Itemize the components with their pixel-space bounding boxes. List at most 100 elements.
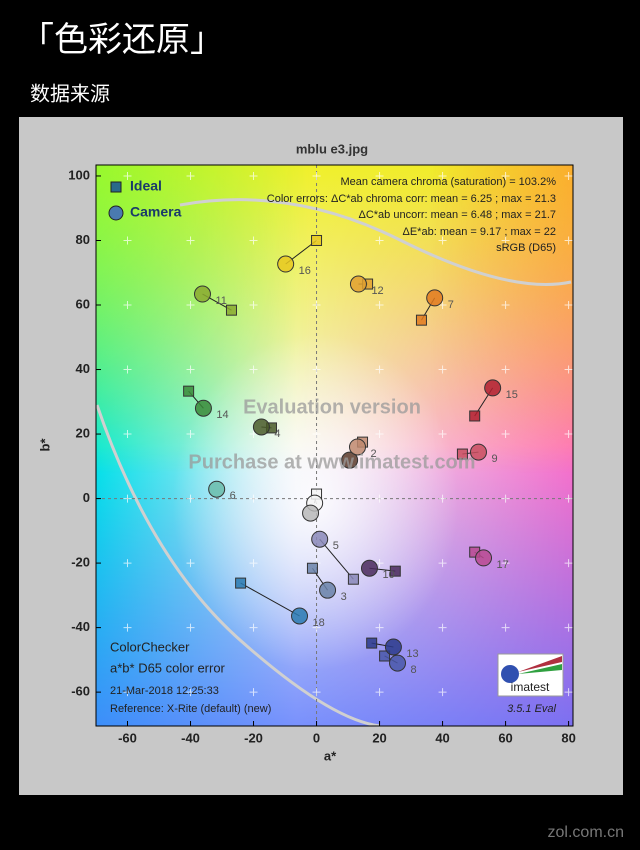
grid-cross [501, 171, 510, 180]
camera-point [349, 275, 367, 293]
ideal-point [469, 410, 481, 422]
grid-cross [438, 365, 447, 374]
error-line [319, 538, 354, 580]
grid-cross [123, 494, 132, 503]
point-label: 17 [497, 559, 509, 571]
camera-point [252, 418, 270, 436]
point-label: 6 [230, 490, 236, 502]
grid-cross [438, 236, 447, 245]
ideal-point [347, 573, 359, 585]
y-tick-label: 0 [83, 490, 90, 505]
plot-background [95, 165, 573, 728]
point-label: 16 [299, 265, 311, 277]
ideal-point [456, 448, 468, 460]
legend-marker [110, 181, 122, 193]
watermark: Purchase at www.imatest.com [188, 451, 475, 473]
camera-point [302, 504, 320, 522]
grid-cross [249, 365, 258, 374]
ideal-point [366, 637, 378, 649]
site-footer: zol.com.cn [548, 824, 624, 841]
y-tick-label: -40 [71, 619, 90, 634]
ideal-point [235, 577, 247, 589]
watermark: Evaluation version [243, 396, 421, 418]
grid-cross [249, 236, 258, 245]
y-tick-label: 60 [76, 296, 90, 311]
grid-cross [249, 430, 258, 439]
x-tick-label: 80 [561, 730, 575, 745]
grid-cross [312, 688, 321, 697]
x-axis-label: a* [324, 748, 337, 763]
grid-cross [123, 559, 132, 568]
y-tick-label: 80 [76, 232, 90, 247]
grid-cross [501, 365, 510, 374]
grid-cross [564, 430, 573, 439]
point-label: 11 [215, 295, 226, 307]
grid-cross [438, 301, 447, 310]
ideal-point [183, 385, 195, 397]
footnote: 21-Mar-2018 12:25:33 [110, 685, 219, 697]
point-label: 2 [370, 448, 376, 460]
point-label: 15 [506, 389, 518, 401]
point-label: 18 [313, 617, 325, 629]
point-label: 4 [274, 428, 280, 440]
grid-cross [186, 365, 195, 374]
grid-cross [564, 623, 573, 632]
grid-cross [501, 301, 510, 310]
point-label: 8 [411, 664, 417, 676]
grid-cross [312, 171, 321, 180]
camera-point [193, 285, 211, 303]
grid-cross [186, 688, 195, 697]
camera-point [311, 530, 329, 548]
x-tick-label: -40 [181, 730, 200, 745]
footnote: a*b* D65 color error [110, 660, 226, 675]
grid-cross [564, 236, 573, 245]
grid-cross [186, 171, 195, 180]
grid-cross [249, 301, 258, 310]
grid-cross [564, 494, 573, 503]
footnotes: ColorChecker a*b* D65 color error 21-Mar… [110, 639, 271, 714]
grid-cross [501, 559, 510, 568]
camera-point [348, 438, 366, 456]
camera-point [291, 607, 309, 625]
grid-cross [312, 365, 321, 374]
camera-point [360, 559, 378, 577]
annotation: Color errors: ΔC*ab chroma corr: mean = … [267, 193, 556, 205]
camera-point [194, 399, 212, 417]
camera-point [484, 379, 502, 397]
grid-cross [249, 623, 258, 632]
logo: imatest [497, 653, 564, 697]
grid-cross [375, 430, 384, 439]
page-subtitle: 数据来源 [30, 82, 110, 105]
ideal-point [415, 314, 427, 326]
ideal-point [306, 562, 318, 574]
y-tick-label: 20 [76, 425, 90, 440]
point-label: 13 [406, 648, 418, 660]
grid-cross [123, 365, 132, 374]
logo-text: imatest [511, 680, 550, 694]
grid-cross [186, 494, 195, 503]
x-tick-label: -60 [118, 730, 137, 745]
grid-cross [375, 623, 384, 632]
grid-cross [375, 301, 384, 310]
grid-cross [375, 494, 384, 503]
legend-label: Ideal [130, 178, 162, 194]
grid-cross [564, 301, 573, 310]
footnote: Reference: X-Rite (default) (new) [110, 703, 271, 715]
grid-cross [375, 559, 384, 568]
grid-cross [438, 623, 447, 632]
grid-cross [438, 559, 447, 568]
camera-point [208, 480, 226, 498]
y-tick-label: 40 [76, 361, 90, 376]
camera-point [277, 255, 295, 273]
grid-cross [123, 236, 132, 245]
grid-cross [123, 301, 132, 310]
camera-point [475, 549, 493, 567]
plot-frame [95, 164, 574, 727]
y-tick-label: -20 [71, 555, 90, 570]
point-label: 12 [371, 285, 383, 297]
point-label: 5 [333, 540, 339, 552]
y-axis-label: b* [37, 438, 52, 452]
grid-cross [375, 688, 384, 697]
